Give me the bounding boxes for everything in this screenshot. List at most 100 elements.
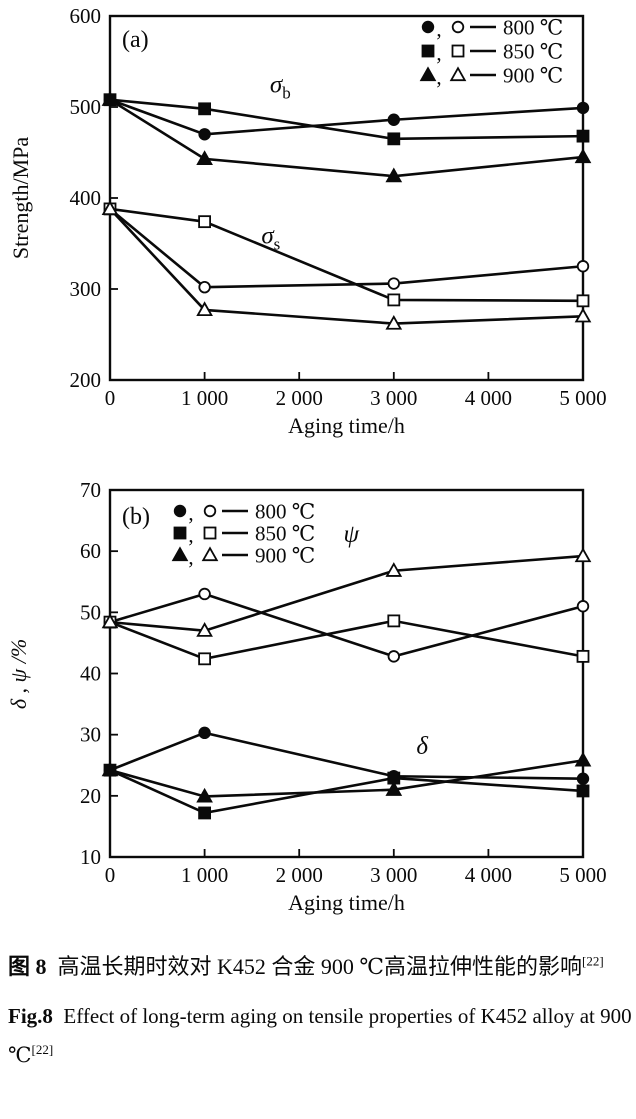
point-sigma-b 800C-circle-marker xyxy=(198,128,211,141)
x-tick-label: 1 000 xyxy=(181,863,228,887)
panel-label: (a) xyxy=(122,27,149,53)
curve-label-σs: σs xyxy=(261,223,280,254)
x-tick-label: 0 xyxy=(105,863,116,887)
panel-label: (b) xyxy=(122,504,150,530)
point-delta 800C-circle-marker xyxy=(198,726,211,740)
point-psi 800C-circle-marker xyxy=(576,600,590,613)
series-line-sigma-b 800C xyxy=(109,98,584,136)
series-line-psi 900C xyxy=(109,554,584,633)
legend-comma: , xyxy=(188,545,193,569)
series-line-psi 850C xyxy=(109,619,584,661)
point-sigma-b 900C-triangle-marker xyxy=(196,150,213,165)
point-delta 850C-square-marker xyxy=(198,806,212,820)
figure-caption: 图 8 高温长期时效对 K452 合金 900 ℃高温拉伸性能的影响[22] F… xyxy=(8,948,632,1075)
point-psi 850C-square-marker xyxy=(387,614,401,628)
legend-label: 900 ℃ xyxy=(503,64,563,88)
y-tick-label: 300 xyxy=(70,277,102,301)
legend-label: 850 ℃ xyxy=(255,522,315,546)
point-sigma-b 850C-square-marker xyxy=(198,102,212,116)
point-sigma-s 900C-triangle-marker xyxy=(574,307,592,323)
series-line-sigma-b 850C xyxy=(109,98,584,141)
legend-filled-triangle-marker xyxy=(419,66,437,82)
point-delta 900C-triangle-marker xyxy=(101,761,119,777)
point-sigma-s 900C-triangle-marker xyxy=(196,301,213,317)
caption-en-reference: [22] xyxy=(31,1042,54,1057)
x-tick-label: 4 000 xyxy=(465,386,512,410)
curve-label-ψ: ψ xyxy=(343,521,359,548)
point-sigma-s 800C-circle-marker xyxy=(198,280,211,294)
point-sigma-b 900C-triangle-marker xyxy=(101,91,119,106)
caption-chinese: 图 8 高温长期时效对 K452 合金 900 ℃高温拉伸性能的影响[22] xyxy=(8,948,632,986)
x-tick-label: 2 000 xyxy=(276,863,323,887)
legend-open-triangle-marker xyxy=(201,546,219,562)
y-tick-label: 30 xyxy=(80,723,101,747)
y-tick-label: 400 xyxy=(70,186,102,210)
legend-label: 900 ℃ xyxy=(255,544,315,568)
caption-cn-reference: [22] xyxy=(582,953,604,969)
legend-label: 800 ℃ xyxy=(255,500,315,524)
x-tick-label: 4 000 xyxy=(465,863,512,887)
x-tick-label: 3 000 xyxy=(370,386,417,410)
point-sigma-b 900C-triangle-marker xyxy=(385,167,403,183)
series-line-delta 850C xyxy=(109,768,584,815)
caption-en-text: Effect of long-term aging on tensile pro… xyxy=(8,1004,632,1067)
legend-comma: , xyxy=(436,65,441,89)
x-axis-label: Aging time/h xyxy=(288,890,405,915)
legend-filled-square-marker xyxy=(421,44,435,58)
caption-en-fig-label: Fig.8 xyxy=(8,1004,53,1028)
y-tick-label: 10 xyxy=(80,845,101,869)
point-psi 900C-triangle-marker xyxy=(196,622,213,637)
caption-cn-fig-label: 图 8 xyxy=(8,954,47,979)
y-tick-label: 500 xyxy=(70,95,102,119)
series-line-sigma-s 800C xyxy=(109,207,584,289)
point-sigma-b 800C-circle-marker xyxy=(576,101,590,115)
point-sigma-s 850C-square-marker xyxy=(576,294,590,308)
point-delta 900C-triangle-marker xyxy=(574,751,592,767)
legend-label: 800 ℃ xyxy=(503,16,563,40)
legend-open-triangle-marker xyxy=(449,66,467,82)
point-psi 900C-triangle-marker xyxy=(574,547,592,563)
point-delta 900C-triangle-marker xyxy=(385,781,403,796)
point-psi 900C-triangle-marker xyxy=(101,613,119,629)
legend-open-square-marker xyxy=(451,44,465,58)
point-sigma-b 850C-square-marker xyxy=(576,129,590,143)
point-sigma-b 900C-triangle-marker xyxy=(574,148,592,164)
x-tick-label: 0 xyxy=(105,386,116,410)
point-sigma-s 800C-circle-marker xyxy=(576,260,590,273)
point-delta 800C-circle-marker xyxy=(576,772,590,785)
point-delta 850C-square-marker xyxy=(576,784,590,798)
chart-panel-a: 0 1 000 2 000 3 000 4 000 5 000 200 300 400 500 60… xyxy=(8,4,607,438)
point-psi 850C-square-marker xyxy=(576,649,590,663)
legend-filled-triangle-marker xyxy=(171,546,189,562)
point-delta 900C-triangle-marker xyxy=(196,787,213,803)
series-line-psi 800C xyxy=(109,592,584,658)
point-sigma-s 900C-triangle-marker xyxy=(101,200,119,216)
x-tick-label: 1 000 xyxy=(181,386,228,410)
x-tick-label: 2 000 xyxy=(276,386,323,410)
y-tick-label: 70 xyxy=(80,478,101,502)
point-sigma-b 800C-circle-marker xyxy=(387,113,401,126)
legend-comma: , xyxy=(436,41,441,65)
legend-comma: , xyxy=(436,17,441,41)
legend-open-circle-marker xyxy=(203,504,217,518)
series-line-sigma-s 900C xyxy=(109,208,584,325)
point-sigma-s 850C-square-marker xyxy=(387,293,401,307)
caption-english: Fig.8 Effect of long-term aging on tensi… xyxy=(8,997,632,1075)
legend-label: 850 ℃ xyxy=(503,40,563,64)
legend-open-square-marker xyxy=(203,526,217,540)
point-psi 900C-triangle-marker xyxy=(385,562,403,577)
y-tick-label: 20 xyxy=(80,784,101,808)
y-tick-label: 600 xyxy=(70,4,102,28)
y-tick-label: 60 xyxy=(80,539,101,563)
point-sigma-b 850C-square-marker xyxy=(387,132,401,146)
legend-open-circle-marker xyxy=(451,20,465,34)
legend-comma: , xyxy=(188,501,193,525)
x-tick-label: 5 000 xyxy=(559,863,606,887)
x-axis-label: Aging time/h xyxy=(288,413,405,438)
legend-filled-circle-marker xyxy=(421,20,435,34)
y-tick-label: 200 xyxy=(70,368,102,392)
point-sigma-s 850C-square-marker xyxy=(198,215,212,229)
series-line-sigma-b 900C xyxy=(109,98,584,178)
legend-filled-square-marker xyxy=(173,526,187,540)
